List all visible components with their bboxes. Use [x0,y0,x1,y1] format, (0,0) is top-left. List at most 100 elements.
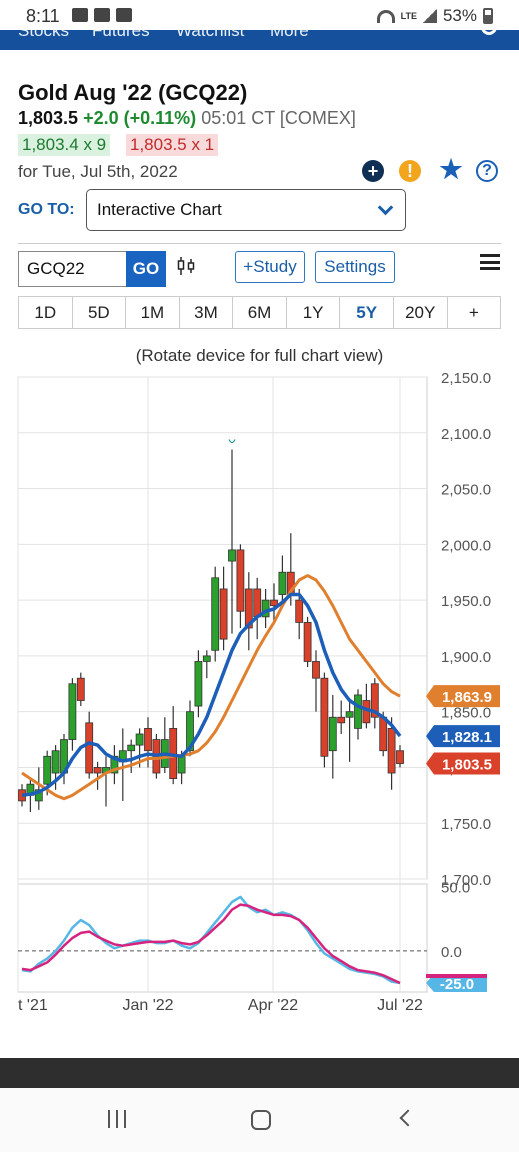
oscillator-panel-frame [17,883,428,993]
news-notification-icon [116,8,132,22]
candle-body [93,767,102,774]
candle-body [303,622,312,662]
last-price-badge [426,752,500,775]
nav-watchlist[interactable]: Watchlist [176,30,245,40]
candle-body [186,711,194,752]
help-icon[interactable]: ? [476,160,498,182]
y-tick-label: 2,050.0 [441,482,491,499]
y-tick-label: 2,100.0 [441,426,491,443]
range-1d[interactable]: 1D [19,297,73,328]
candle-body [194,661,203,707]
x-tick-label: Jan '22 [122,997,173,1014]
battery-icon [483,8,493,24]
price-chart[interactable]: 2,150.0 2,100.0 2,050.0 2,000.0 1,950.0 1,900… [0,372,519,1022]
y-tick-label: 1,750.0 [441,816,491,833]
star-icon[interactable]: ★ [439,154,463,184]
x-tick-label: Apr '22 [248,997,298,1014]
candle-body [261,599,270,618]
nav-more[interactable]: More [270,30,309,40]
candle-body [127,744,136,752]
contract-title: Gold Aug '22 (GCQ22) [18,80,248,105]
menu-icon[interactable] [480,254,500,270]
settings-button[interactable]: Settings [315,251,395,283]
signal-icon [422,9,437,23]
range-20y[interactable]: 20Y [394,297,448,328]
y-tick-label: 1,700.0 [441,872,491,889]
goto-select[interactable]: Interactive Chart [86,189,406,231]
last-price: 1,803.5 [18,108,79,128]
oscillator-line-b [21,903,401,985]
candle-body [354,694,362,729]
moving-average-fast-line [21,592,402,798]
system-nav-bar [0,1088,519,1152]
notification-icons [72,8,132,22]
candle-body [278,571,287,595]
range-6m[interactable]: 6M [233,297,287,328]
nav-stocks[interactable]: Stocks [18,30,70,40]
rotate-hint: (Rotate device for full chart view) [135,346,384,365]
oscillator-badge-label: -25.0 [440,976,474,993]
candle-body [68,683,77,740]
quote-time: 05:01 CT [COMEX] [201,108,356,128]
candle-body [211,577,220,651]
goto-label: GO TO: [18,201,75,218]
nav-futures[interactable]: Futures [92,30,150,40]
range-1m[interactable]: 1M [126,297,180,328]
candle-body [396,750,404,764]
ma-fast-badge [426,725,500,748]
candle-body [312,661,320,679]
oscillator-badge-accent [426,974,487,978]
gallery-notification-icon [94,8,110,22]
candle-body [202,655,211,662]
y-tick-label: 1,900.0 [441,649,491,666]
recent-apps-icon[interactable] [108,1110,126,1128]
candle-body [76,677,85,701]
lte-label: LTE [400,10,417,21]
candle-body [144,727,152,752]
ma-fast-badge-label: 1,828.1 [442,729,492,746]
back-icon[interactable] [399,1109,417,1127]
candle-body [43,755,52,785]
add-study-button[interactable]: +Study [235,251,305,283]
home-icon[interactable] [251,1110,271,1130]
status-bar: 8:11 LTE 53% [0,0,519,32]
candle-body [228,549,236,562]
moving-average-slow-line [21,574,401,801]
candle-body [337,716,346,724]
youtube-notification-icon [72,8,88,22]
x-tick-label: t '21 [18,997,48,1014]
ma-slow-badge-label: 1,863.9 [442,689,492,706]
candle-body [379,716,388,752]
alert-icon[interactable]: ! [399,160,421,182]
candle-body [85,722,94,774]
oscillator-y-label: 50.0 [441,880,470,897]
candle-body [34,789,43,802]
candle-body [328,716,337,752]
range-1y[interactable]: 1Y [287,297,341,328]
wifi-icon [376,9,395,23]
range-selector: 1D 5D 1M 3M 6M 1Y 5Y 20Y + [18,296,501,329]
y-tick-label: 1,850.0 [441,705,491,722]
symbol-input[interactable]: GCQ22 [18,251,128,287]
bid-badge: 1,803.4 x 9 [18,134,111,156]
candle-body [244,588,253,629]
divider [18,243,501,244]
candle-body [253,588,262,618]
candle-body [320,677,329,757]
range-5d[interactable]: 5D [73,297,127,328]
range-5y[interactable]: 5Y [340,297,394,328]
price-change: +2.0 (+0.11%) [83,108,197,128]
candle-body [177,755,186,774]
range-3m[interactable]: 3M [180,297,234,328]
range-more[interactable]: + [468,303,479,322]
chart-type-icon[interactable] [176,256,196,276]
candle-body [345,711,354,718]
candle-body [236,549,245,612]
search-icon[interactable] [481,30,497,35]
quote-date: for Tue, Jul 5th, 2022 [18,162,178,181]
candle-body [370,683,379,718]
add-icon[interactable]: + [362,160,384,182]
oscillator-line-a [21,895,401,985]
go-button[interactable]: GO [126,251,166,287]
candle-body [51,750,60,774]
